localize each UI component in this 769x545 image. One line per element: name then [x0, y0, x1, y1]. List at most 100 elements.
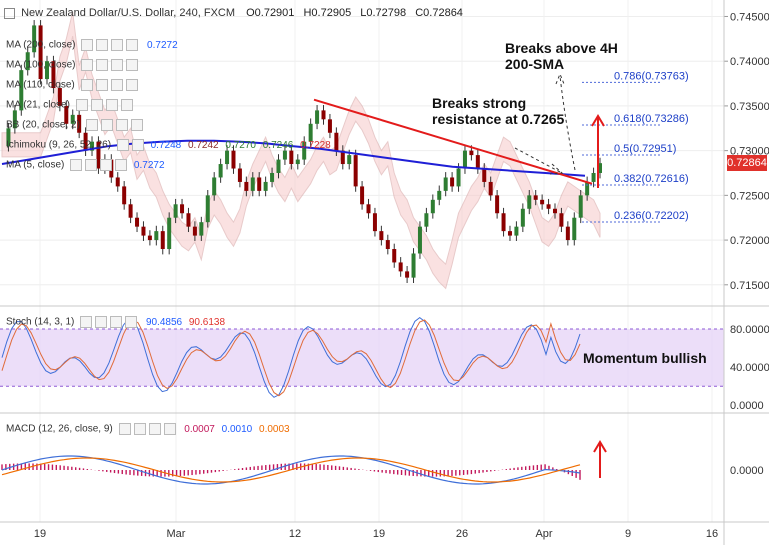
collapse-icon[interactable]	[4, 7, 15, 19]
add-icon[interactable]	[110, 79, 123, 91]
candle-body	[527, 195, 532, 209]
close-icon[interactable]	[125, 316, 138, 328]
close-icon[interactable]	[120, 99, 133, 111]
annotation-4h-sma: Breaks above 4H 200-SMA	[505, 40, 618, 72]
close-icon[interactable]	[126, 39, 139, 51]
up-arrow-icon	[593, 440, 607, 478]
eye-icon[interactable]	[80, 79, 93, 91]
annotation-line: Breaks strong	[432, 95, 527, 111]
macd-header[interactable]: MACD (12, 26, close, 9) 0.0007 0.0010 0.…	[6, 423, 290, 435]
candle-body	[308, 123, 313, 142]
settings-icon[interactable]	[133, 423, 146, 435]
indicator-row-ichimoku[interactable]: Ichimoku (9, 26, 52, 26) 0.7248 0.7242 0…	[6, 139, 331, 151]
annotation-line: resistance at 0.7265	[432, 111, 565, 127]
add-icon[interactable]	[100, 159, 113, 171]
close-icon[interactable]	[126, 59, 139, 71]
close-icon[interactable]	[125, 79, 138, 91]
candle-body	[128, 204, 133, 218]
close-value: C0.72864	[415, 7, 463, 19]
ichimoku-value: 0.7242	[188, 139, 219, 151]
indicator-row-ma100[interactable]: MA (100, close)	[6, 59, 139, 71]
symbol-title: New Zealand Dollar/U.S. Dollar, 240, FXC…	[21, 7, 236, 19]
close-icon[interactable]	[115, 159, 128, 171]
candle-body	[192, 226, 197, 236]
candle-body	[340, 150, 345, 165]
stoch-header[interactable]: Stoch (14, 3, 1) 90.4856 90.6138	[6, 316, 225, 328]
annotation-line: Breaks above 4H	[505, 40, 618, 56]
candle-body	[327, 119, 332, 133]
annotation-resistance: Breaks strong resistance at 0.7265	[432, 95, 564, 127]
candle-body	[295, 159, 300, 165]
eye-icon[interactable]	[116, 139, 129, 151]
candle-body	[552, 208, 557, 214]
add-icon[interactable]	[111, 59, 124, 71]
candle-body	[372, 213, 377, 232]
add-icon[interactable]	[115, 119, 128, 131]
settings-icon[interactable]	[131, 139, 144, 151]
up-arrow-icon	[591, 114, 605, 188]
indicator-row-ma110[interactable]: MA (110, close)	[6, 79, 138, 91]
settings-icon[interactable]	[96, 59, 109, 71]
indicator-row-bb[interactable]: BB (20, close, 2)	[6, 119, 143, 131]
candle-body	[514, 226, 519, 236]
indicator-row-ma200[interactable]: MA (200, close) 0.7272	[6, 39, 178, 51]
candle-body	[398, 262, 403, 272]
settings-icon[interactable]	[96, 39, 109, 51]
close-icon[interactable]	[163, 423, 176, 435]
settings-icon[interactable]	[90, 99, 103, 111]
eye-icon[interactable]	[85, 119, 98, 131]
eye-icon[interactable]	[80, 316, 93, 328]
settings-icon[interactable]	[85, 159, 98, 171]
time-tick-label: 19	[373, 528, 385, 540]
macd-hist-value: 0.0007	[184, 423, 215, 435]
settings-icon[interactable]	[95, 316, 108, 328]
candle-body	[263, 181, 268, 191]
chart-header: New Zealand Dollar/U.S. Dollar, 240, FXC…	[4, 7, 463, 19]
candle-body	[385, 240, 390, 250]
close-icon[interactable]	[130, 119, 143, 131]
eye-icon[interactable]	[70, 159, 83, 171]
indicator-label: BB (20, close, 2)	[6, 119, 80, 131]
eye-icon[interactable]	[81, 59, 94, 71]
eye-icon[interactable]	[118, 423, 131, 435]
settings-icon[interactable]	[100, 119, 113, 131]
candle-body	[559, 213, 564, 227]
candle-body	[115, 177, 120, 187]
price-tick-label: 0.73000	[730, 146, 769, 158]
annotation-line: 200-SMA	[505, 56, 565, 72]
annotation-momentum: Momentum bullish	[583, 350, 707, 366]
indicator-value: 0.7272	[147, 39, 178, 51]
price-tick-label: 0.74500	[730, 11, 769, 23]
candle-body	[276, 159, 281, 173]
candle-body	[180, 204, 185, 214]
candle-body	[57, 88, 62, 106]
price-tick-label: 0.73500	[730, 101, 769, 113]
candle-body	[353, 155, 358, 187]
eye-icon[interactable]	[75, 99, 88, 111]
fib-level-label: 0.786(0.73763)	[614, 70, 689, 82]
add-icon[interactable]	[110, 316, 123, 328]
candle-body	[257, 177, 262, 191]
ichimoku-value: 0.7246	[262, 139, 294, 151]
candle-body	[38, 25, 43, 80]
add-icon[interactable]	[111, 39, 124, 51]
ichimoku-value: 0.7248	[150, 139, 182, 151]
add-icon[interactable]	[148, 423, 161, 435]
candle-body	[19, 70, 24, 111]
indicator-row-ma5[interactable]: MA (5, close) 0.7272	[6, 159, 165, 171]
indicator-label: MA (21, close)	[6, 99, 70, 111]
indicator-row-ma21[interactable]: MA (21, close)	[6, 99, 133, 111]
candle-body	[45, 61, 50, 80]
settings-icon[interactable]	[95, 79, 108, 91]
eye-icon[interactable]	[81, 39, 94, 51]
candle-body	[495, 195, 500, 214]
candle-body	[598, 163, 602, 173]
candle-body	[32, 25, 37, 53]
candle-body	[533, 195, 538, 200]
price-tick-label: 0.72000	[730, 235, 769, 247]
candle-body	[147, 235, 152, 241]
add-icon[interactable]	[105, 99, 118, 111]
price-tick-label: 0.71500	[730, 280, 769, 292]
stoch-k-value: 90.4856	[145, 316, 183, 328]
